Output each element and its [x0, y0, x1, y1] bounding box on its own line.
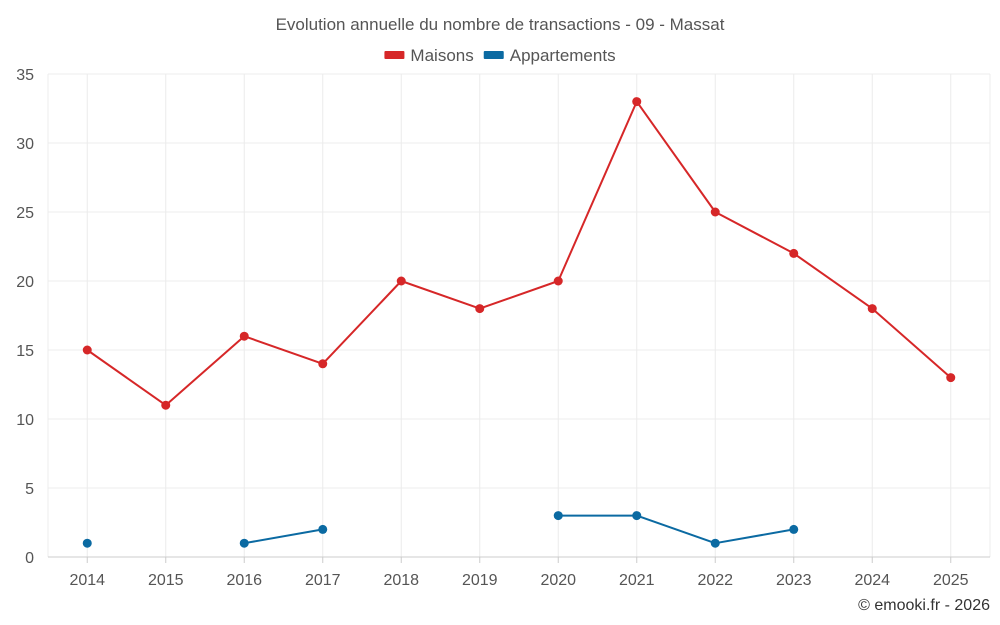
series-line: [244, 528, 323, 545]
x-tick-label: 2016: [226, 572, 262, 589]
x-tick-label: 2017: [305, 572, 341, 589]
data-point[interactable]: [318, 359, 328, 369]
data-point[interactable]: [789, 524, 799, 534]
x-tick-label: 2018: [383, 572, 419, 589]
data-point[interactable]: [632, 97, 642, 107]
x-tick-label: 2021: [619, 572, 655, 589]
x-tick-label: 2014: [69, 572, 105, 589]
x-tick-label: 2023: [776, 572, 812, 589]
data-point[interactable]: [946, 373, 956, 383]
data-point[interactable]: [553, 276, 563, 286]
legend-label: Appartements: [510, 46, 616, 65]
series-line: [558, 514, 794, 545]
data-point[interactable]: [553, 511, 563, 521]
legend-swatch: [483, 51, 504, 59]
y-tick-label: 25: [16, 205, 34, 222]
data-point[interactable]: [239, 331, 249, 341]
x-tick-label: 2015: [148, 572, 184, 589]
x-tick-label: 2025: [933, 572, 969, 589]
data-point[interactable]: [396, 276, 406, 286]
legend-label: Maisons: [410, 46, 473, 65]
y-tick-label: 5: [25, 481, 34, 498]
y-tick-label: 30: [16, 136, 34, 153]
series-maisons: [82, 97, 956, 410]
x-tick-label: 2024: [854, 572, 890, 589]
data-point[interactable]: [161, 400, 171, 410]
legend-swatch: [384, 51, 405, 59]
x-tick-label: 2020: [540, 572, 576, 589]
data-point[interactable]: [710, 538, 720, 548]
credit-text: © emooki.fr - 2026: [858, 597, 990, 614]
x-axis: 2014 2015 2016 2017 2018 2019 2020 2021 2022 2023…: [69, 557, 969, 589]
data-point[interactable]: [82, 538, 92, 548]
legend: Maisons Appartements: [384, 46, 616, 65]
grid: [47, 73, 991, 558]
y-tick-label: 20: [16, 274, 34, 291]
data-point[interactable]: [239, 538, 249, 548]
x-tick-label: 2019: [462, 572, 498, 589]
chart-title: Evolution annuelle du nombre de transact…: [276, 15, 725, 34]
y-tick-label: 35: [16, 67, 34, 84]
y-tick-label: 0: [25, 550, 34, 567]
series-layer: [82, 97, 956, 548]
data-point[interactable]: [475, 304, 485, 314]
series-appartements: [82, 511, 799, 548]
x-tick-label: 2022: [697, 572, 733, 589]
y-axis: 0 5 10 15 20 25 30 35: [16, 67, 34, 567]
data-point[interactable]: [789, 248, 799, 258]
data-point[interactable]: [867, 304, 877, 314]
y-tick-label: 15: [16, 343, 34, 360]
series-line: [86, 100, 952, 407]
y-tick-label: 10: [16, 412, 34, 429]
data-point[interactable]: [710, 207, 720, 217]
data-point[interactable]: [82, 345, 92, 355]
data-point[interactable]: [318, 524, 328, 534]
data-point[interactable]: [632, 511, 642, 521]
